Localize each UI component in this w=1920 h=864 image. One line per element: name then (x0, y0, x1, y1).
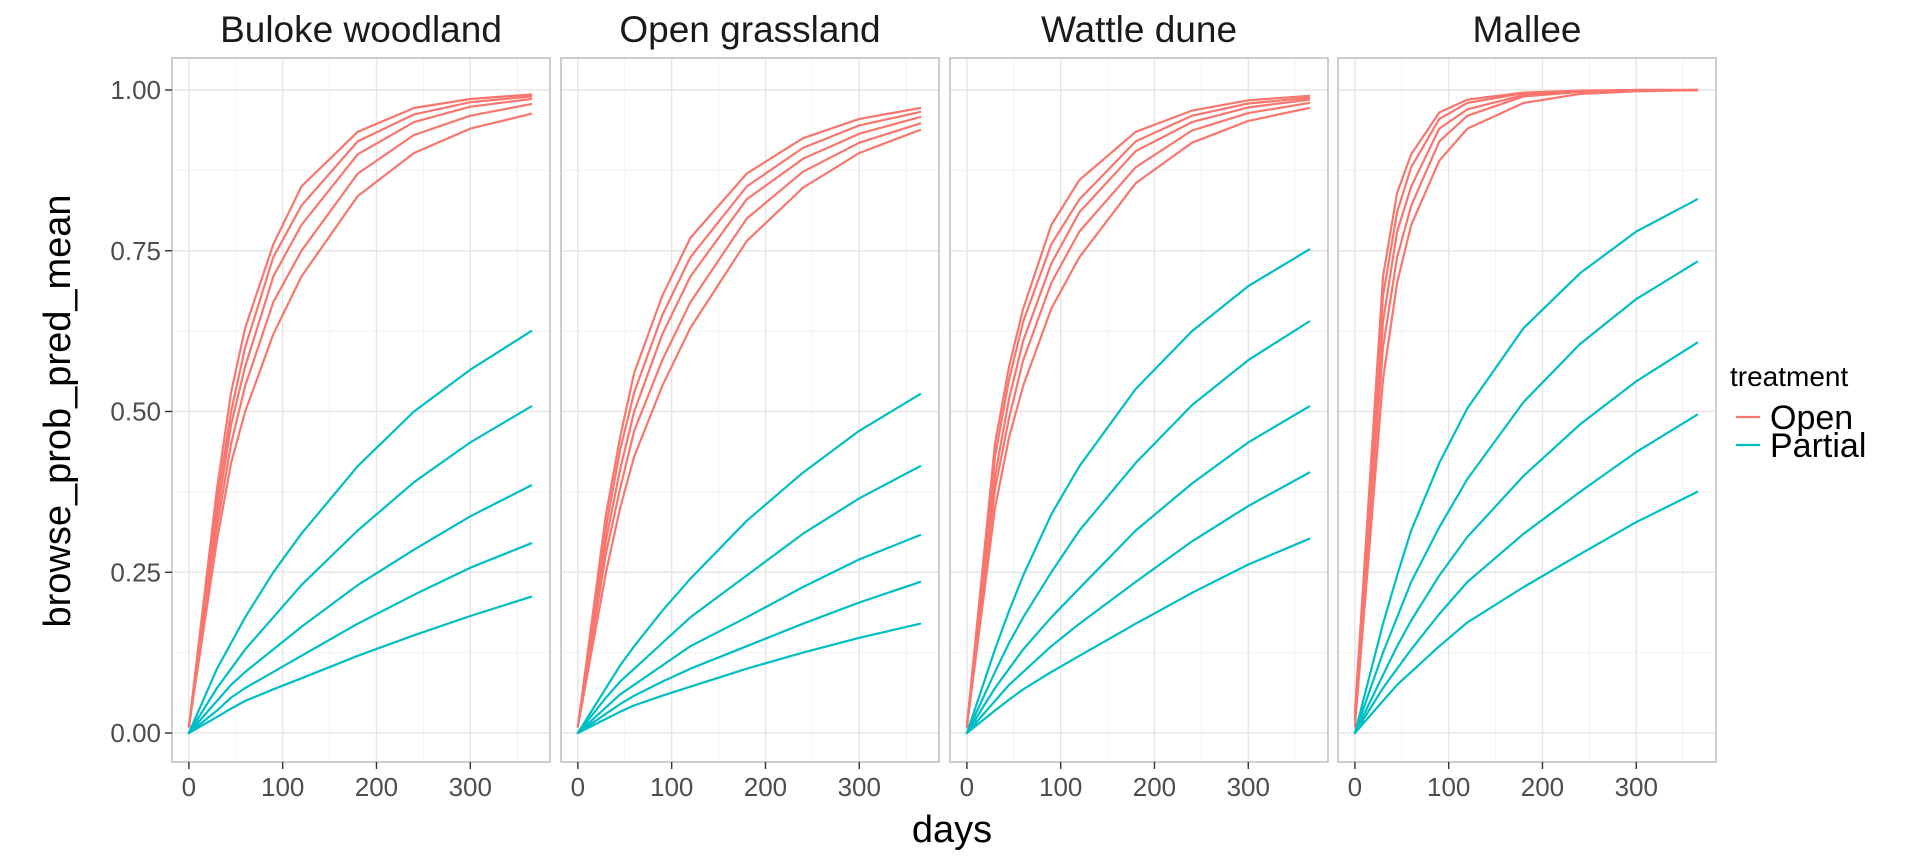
x-tick-label: 0 (960, 772, 974, 802)
x-tick-label: 100 (1039, 772, 1082, 802)
facet-panel: Open grassland 0 100 200 300 (560, 9, 940, 802)
series-line-partial (965, 537, 1311, 735)
x-tick-label: 200 (1521, 772, 1564, 802)
series-line-partial (965, 471, 1311, 735)
series-line-partial (1353, 341, 1699, 735)
series-line-partial (187, 595, 533, 735)
series-line-partial (576, 622, 922, 735)
series-line-partial (576, 533, 922, 735)
series-line-partial (965, 405, 1311, 735)
series-line-partial (187, 484, 533, 735)
legend-label-open: Open (1770, 399, 1853, 437)
facet-panels: Buloke woodland 0 100 200 300 Open grassland 0… (171, 9, 1717, 802)
series-line-partial (187, 542, 533, 735)
legend-title: treatment (1730, 361, 1848, 392)
series-line-partial (1353, 198, 1699, 735)
facet-panel: Mallee 0 100 200 300 (1337, 9, 1717, 802)
series-line-partial (187, 405, 533, 735)
series-line-open (187, 102, 533, 728)
series-line-open (187, 112, 533, 728)
x-tick-label: 100 (1427, 772, 1470, 802)
x-tick-label: 300 (838, 772, 881, 802)
series-line-open (965, 94, 1311, 728)
panel-background (1338, 58, 1716, 762)
series-line-partial (1353, 413, 1699, 735)
y-tick-label: 0.00 (110, 718, 161, 748)
series-line-open (576, 115, 922, 728)
facet-panel: Wattle dune 0 100 200 300 (949, 9, 1329, 802)
x-tick-label: 300 (449, 772, 492, 802)
x-tick-label: 0 (182, 772, 196, 802)
panel-border (1337, 57, 1717, 763)
y-tick-label: 0.25 (110, 557, 161, 587)
panel-border (560, 57, 940, 763)
series-line-open (965, 101, 1311, 728)
panel-border (949, 57, 1329, 763)
series-line-open (965, 96, 1311, 728)
y-axis-title: browse_prob_pred_mean (37, 194, 79, 627)
x-tick-label: 0 (571, 772, 585, 802)
panel-title: Open grassland (619, 9, 880, 50)
series-line-open (187, 97, 533, 728)
x-tick-label: 100 (650, 772, 693, 802)
panel-title: Mallee (1473, 9, 1582, 50)
y-tick-label: 1.00 (110, 75, 161, 105)
series-line-open (576, 110, 922, 728)
series-line-partial (965, 248, 1311, 735)
series-line-partial (576, 393, 922, 735)
y-axis: 0.00 0.25 0.50 0.75 1.00 (110, 75, 172, 748)
x-tick-label: 200 (744, 772, 787, 802)
series-line-partial (965, 320, 1311, 735)
legend-label-partial: Partial (1770, 427, 1866, 465)
y-tick-label: 0.50 (110, 397, 161, 427)
x-tick-label: 300 (1615, 772, 1658, 802)
panel-border (171, 57, 551, 763)
series-line-open (576, 122, 922, 728)
panel-title: Buloke woodland (220, 9, 502, 50)
series-line-open (965, 98, 1311, 728)
series-line-open (1353, 88, 1699, 728)
series-line-partial (576, 465, 922, 735)
panel-title: Wattle dune (1041, 9, 1237, 50)
series-line-partial (1353, 260, 1699, 735)
series-line-open (1353, 88, 1699, 722)
panel-background (950, 58, 1328, 762)
series-line-partial (187, 330, 533, 735)
facet-panel: Buloke woodland 0 100 200 300 (171, 9, 551, 802)
x-tick-label: 100 (261, 772, 304, 802)
x-tick-label: 200 (355, 772, 398, 802)
series-line-partial (1353, 490, 1699, 735)
panel-background (561, 58, 939, 762)
series-line-open (576, 128, 922, 728)
series-line-open (187, 93, 533, 728)
x-axis-title: days (912, 809, 992, 851)
series-line-partial (576, 580, 922, 735)
x-tick-label: 200 (1133, 772, 1176, 802)
x-tick-label: 0 (1348, 772, 1362, 802)
y-tick-label: 0.75 (110, 236, 161, 266)
series-line-open (965, 106, 1311, 728)
x-tick-label: 300 (1227, 772, 1270, 802)
series-line-open (187, 95, 533, 728)
series-line-open (576, 106, 922, 728)
